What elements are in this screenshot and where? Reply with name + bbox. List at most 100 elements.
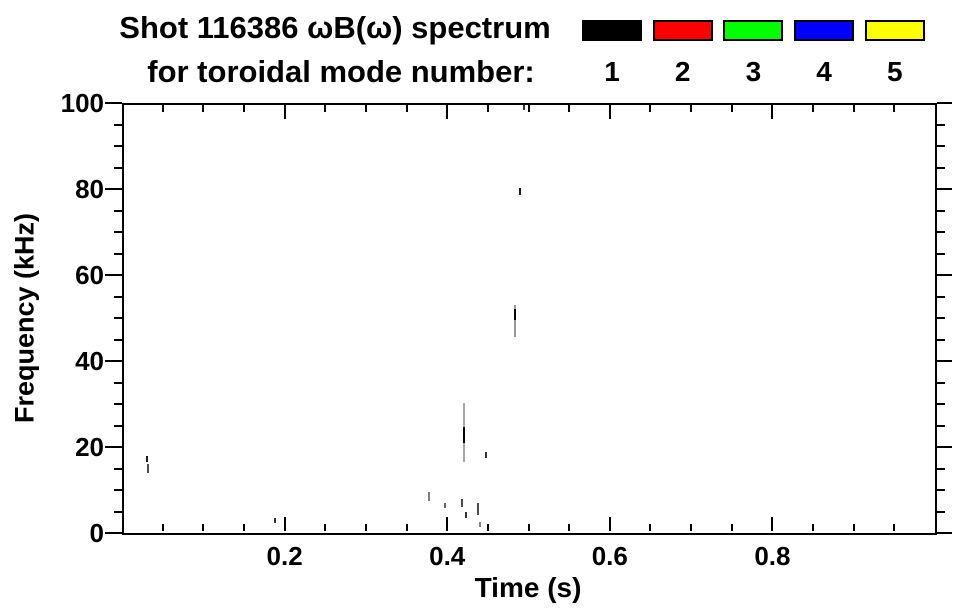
spectrum-mark (274, 517, 276, 524)
spectrum-mark (477, 502, 479, 515)
y-axis-major-tick (105, 360, 122, 362)
y-axis-right-minor-tick (937, 145, 945, 147)
x-axis-top-major-tick (609, 105, 611, 119)
y-axis-right-minor-tick (937, 210, 945, 212)
y-axis-minor-tick (114, 167, 122, 169)
spectrum-mark (485, 452, 487, 459)
x-axis-major-tick (771, 517, 773, 531)
legend-swatch-4 (794, 20, 855, 41)
x-axis-top-minor-tick (528, 105, 530, 112)
x-axis-minor-tick (162, 524, 164, 531)
y-axis-right-minor-tick (937, 425, 945, 427)
x-axis-minor-tick (812, 524, 814, 531)
spectrum-mark (444, 502, 446, 509)
y-axis-right-minor-tick (937, 468, 945, 470)
spectrum-mark (147, 464, 149, 473)
x-axis-minor-tick (853, 524, 855, 531)
y-axis-right-minor-tick (937, 167, 945, 169)
x-axis-minor-tick (243, 524, 245, 531)
x-axis-top-minor-tick (365, 105, 367, 112)
y-axis-right-minor-tick (937, 489, 945, 491)
y-axis-right-major-tick (937, 360, 952, 362)
y-axis-right-minor-tick (937, 253, 945, 255)
spectrum-mark (146, 455, 148, 463)
y-axis-major-tick (105, 446, 122, 448)
y-axis-right-major-tick (937, 188, 952, 190)
x-tick-label-0.8: 0.8 (754, 541, 791, 571)
x-tick-label-0.2: 0.2 (266, 541, 303, 571)
x-axis-top-minor-tick (649, 105, 651, 112)
y-axis-right-minor-tick (937, 511, 945, 513)
y-axis-minor-tick (114, 124, 122, 126)
y-axis-right-minor-tick (937, 231, 945, 233)
plot-area (122, 103, 937, 535)
y-axis-minor-tick (114, 231, 122, 233)
y-tick-label-60: 60 (75, 260, 104, 290)
spectrum-mark (428, 492, 430, 501)
chart-title-line2: for toroidal mode number: (147, 54, 535, 89)
x-axis-top-minor-tick (202, 105, 204, 112)
y-axis-minor-tick (114, 253, 122, 255)
x-axis-minor-tick (528, 524, 530, 531)
y-tick-label-20: 20 (75, 432, 104, 462)
y-axis-minor-tick (114, 296, 122, 298)
legend-swatch-3 (723, 20, 784, 41)
x-axis-top-minor-tick (568, 105, 570, 112)
spectrum-mark (519, 188, 521, 195)
y-axis-right-minor-tick (937, 403, 945, 405)
spectrum-mark (463, 426, 465, 444)
spectrum-mark (514, 309, 516, 321)
chart-title-line1: Shot 116386 ωB(ω) spectrum (119, 10, 551, 45)
x-axis-top-major-tick (446, 105, 448, 119)
x-axis-top-minor-tick (690, 105, 692, 112)
y-axis-right-minor-tick (937, 296, 945, 298)
legend-label-2: 2 (674, 56, 691, 87)
x-axis-minor-tick (649, 524, 651, 531)
y-axis-minor-tick (114, 317, 122, 319)
y-axis-major-tick (105, 188, 122, 190)
y-axis-major-tick (105, 102, 122, 104)
y-axis-right-minor-tick (937, 339, 945, 341)
y-axis-minor-tick (114, 403, 122, 405)
x-axis-top-major-tick (284, 105, 286, 119)
x-axis-minor-tick (324, 524, 326, 531)
y-axis-title: Frequency (kHz) (9, 212, 40, 424)
y-axis-right-major-tick (937, 102, 952, 104)
y-axis-minor-tick (114, 382, 122, 384)
legend-label-3: 3 (745, 56, 762, 87)
spectrum-mark (461, 498, 463, 508)
x-axis-minor-tick (406, 524, 408, 531)
x-axis-top-major-tick (771, 105, 773, 119)
x-axis-title: Time (s) (474, 572, 582, 603)
x-axis-top-minor-tick (893, 105, 895, 112)
x-axis-top-minor-tick (324, 105, 326, 112)
x-axis-top-minor-tick (812, 105, 814, 112)
legend-label-4: 4 (816, 56, 832, 87)
y-axis-right-minor-tick (937, 382, 945, 384)
y-axis-minor-tick (114, 210, 122, 212)
y-axis-right-minor-tick (937, 317, 945, 319)
x-axis-top-minor-tick (243, 105, 245, 112)
y-axis-minor-tick (114, 339, 122, 341)
x-axis-major-tick (609, 517, 611, 531)
y-axis-minor-tick (114, 468, 122, 470)
legend-label-5: 5 (887, 56, 903, 87)
y-axis-major-tick (105, 274, 122, 276)
x-axis-minor-tick (568, 524, 570, 531)
legend-swatch-1 (582, 20, 642, 41)
y-axis-minor-tick (114, 145, 122, 147)
x-axis-minor-tick (365, 524, 367, 531)
x-tick-label-0.6: 0.6 (591, 541, 628, 571)
x-axis-minor-tick (731, 524, 733, 531)
x-axis-top-minor-tick (853, 105, 855, 112)
y-tick-label-80: 80 (75, 174, 104, 204)
spectrum-mark (514, 305, 516, 337)
spectrum-mark (465, 511, 467, 518)
y-axis-right-minor-tick (937, 124, 945, 126)
x-axis-major-tick (284, 517, 286, 531)
x-axis-top-minor-tick (487, 105, 489, 112)
y-axis-right-major-tick (937, 274, 952, 276)
y-axis-right-major-tick (937, 532, 952, 534)
spectrum-mark (479, 521, 481, 527)
